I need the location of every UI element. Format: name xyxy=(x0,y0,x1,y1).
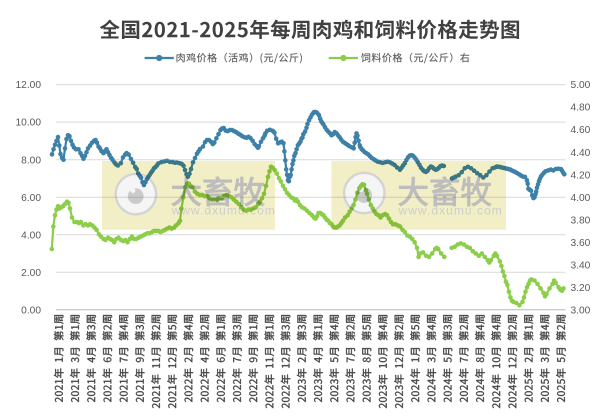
svg-text:5.00: 5.00 xyxy=(571,80,591,91)
svg-text:2.00: 2.00 xyxy=(21,268,41,279)
svg-text:4.20: 4.20 xyxy=(571,170,591,181)
svg-text:4.00: 4.00 xyxy=(571,193,591,204)
svg-text:www.dxumu.com: www.dxumu.com xyxy=(398,204,503,218)
svg-text:6.00: 6.00 xyxy=(21,193,41,204)
svg-text:0.00: 0.00 xyxy=(21,305,41,316)
svg-text:3.40: 3.40 xyxy=(571,260,591,271)
svg-text:3.20: 3.20 xyxy=(571,283,591,294)
svg-text:4.60: 4.60 xyxy=(571,125,591,136)
svg-text:4.80: 4.80 xyxy=(571,103,591,114)
svg-text:4.00: 4.00 xyxy=(21,230,41,241)
svg-text:3.60: 3.60 xyxy=(571,238,591,249)
svg-text:www.dxumu.com: www.dxumu.com xyxy=(171,204,276,218)
svg-text:4.40: 4.40 xyxy=(571,148,591,159)
svg-text:10.00: 10.00 xyxy=(16,118,42,129)
svg-text:12.00: 12.00 xyxy=(16,80,42,91)
svg-text:3.80: 3.80 xyxy=(571,215,591,226)
svg-text:3.00: 3.00 xyxy=(571,305,591,316)
svg-text:8.00: 8.00 xyxy=(21,155,41,166)
